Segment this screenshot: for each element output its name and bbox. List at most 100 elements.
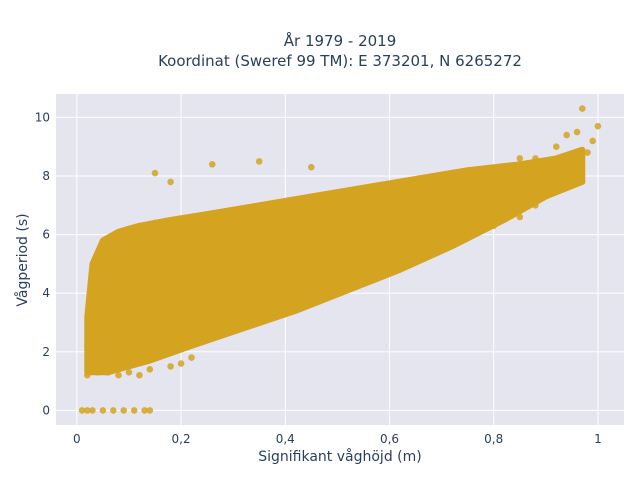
data-point (250, 231, 258, 238)
data-point (167, 281, 174, 288)
data-point (308, 237, 315, 244)
data-point (209, 161, 216, 168)
data-point (516, 155, 524, 162)
x-tick-label: 1 (594, 432, 602, 446)
data-point (516, 184, 524, 191)
data-point (214, 231, 221, 238)
data-point (553, 143, 560, 150)
data-point (188, 248, 195, 256)
data-point (584, 149, 591, 156)
data-point (84, 342, 91, 350)
data-point (115, 260, 122, 268)
data-point (94, 333, 101, 341)
data-point (84, 371, 91, 379)
data-point (563, 131, 570, 139)
data-point (125, 369, 133, 376)
data-point (255, 158, 263, 165)
data-point (167, 178, 174, 186)
data-point (141, 407, 148, 414)
data-point (172, 225, 180, 232)
data-point (120, 336, 127, 344)
data-point (532, 202, 539, 209)
data-point (115, 363, 122, 370)
data-point (573, 128, 581, 136)
data-point (104, 360, 112, 367)
data-point (308, 163, 315, 171)
data-point (386, 207, 393, 215)
data-point (99, 407, 107, 414)
x-tick-label: 0,4 (276, 432, 295, 446)
data-point (360, 266, 367, 274)
data-point (412, 196, 419, 203)
data-point (448, 187, 456, 194)
data-point (120, 407, 127, 414)
x-tick-label: 0,6 (380, 432, 399, 446)
data-point (104, 313, 112, 320)
data-point (594, 122, 602, 130)
data-point (167, 363, 174, 370)
data-point (151, 169, 159, 177)
data-point (532, 155, 539, 162)
data-points (78, 105, 602, 414)
data-point (110, 284, 117, 291)
chart-subtitle: Koordinat (Sweref 99 TM): E 373201, N 62… (158, 52, 522, 70)
y-tick-label: 2 (42, 345, 50, 359)
chart-title: År 1979 - 2019 (284, 31, 397, 50)
data-point (579, 105, 586, 112)
data-point (183, 260, 190, 268)
data-point (156, 330, 164, 338)
data-point (417, 196, 425, 203)
data-point (125, 243, 133, 250)
data-point (500, 172, 508, 180)
data-point (136, 319, 143, 326)
data-point (104, 369, 112, 376)
data-point (177, 316, 185, 323)
data-point (198, 298, 206, 306)
data-point (334, 202, 341, 209)
data-point (589, 137, 596, 145)
data-point (162, 222, 169, 230)
data-point (94, 325, 101, 332)
x-tick-label: 0 (73, 432, 81, 446)
data-point (282, 304, 289, 312)
data-point (323, 287, 331, 294)
data-point (78, 407, 86, 414)
data-point (219, 245, 227, 253)
data-point (558, 166, 565, 174)
y-tick-label: 4 (42, 286, 50, 300)
dense-point-region (84, 146, 586, 376)
data-point (573, 158, 581, 165)
data-point (438, 243, 445, 250)
x-tick-label: 0,2 (172, 432, 191, 446)
data-point (146, 254, 154, 262)
x-tick-label: 0,8 (484, 432, 503, 446)
data-point (282, 216, 289, 224)
data-point (115, 371, 122, 379)
data-point (136, 348, 143, 356)
data-point (156, 237, 164, 244)
data-point (130, 407, 138, 414)
data-point (480, 178, 487, 186)
data-point (516, 213, 524, 221)
data-point (136, 231, 143, 238)
y-tick-label: 6 (42, 228, 50, 242)
data-point (84, 407, 91, 414)
data-point (349, 222, 357, 230)
data-point (229, 307, 237, 315)
data-point (172, 342, 180, 350)
data-point (136, 371, 143, 379)
data-point (130, 272, 138, 279)
data-point (151, 219, 159, 227)
data-point (464, 231, 472, 238)
data-point (542, 175, 550, 183)
data-point (203, 325, 211, 332)
data-point (313, 207, 320, 215)
data-point (115, 289, 122, 297)
data-point (162, 266, 169, 274)
point-cloud (84, 146, 586, 376)
data-point (136, 289, 143, 297)
data-point (110, 407, 117, 414)
data-point (490, 222, 498, 230)
x-axis-ticks: 0 0,2 0,4 0,6 0,8 1 (73, 432, 602, 446)
